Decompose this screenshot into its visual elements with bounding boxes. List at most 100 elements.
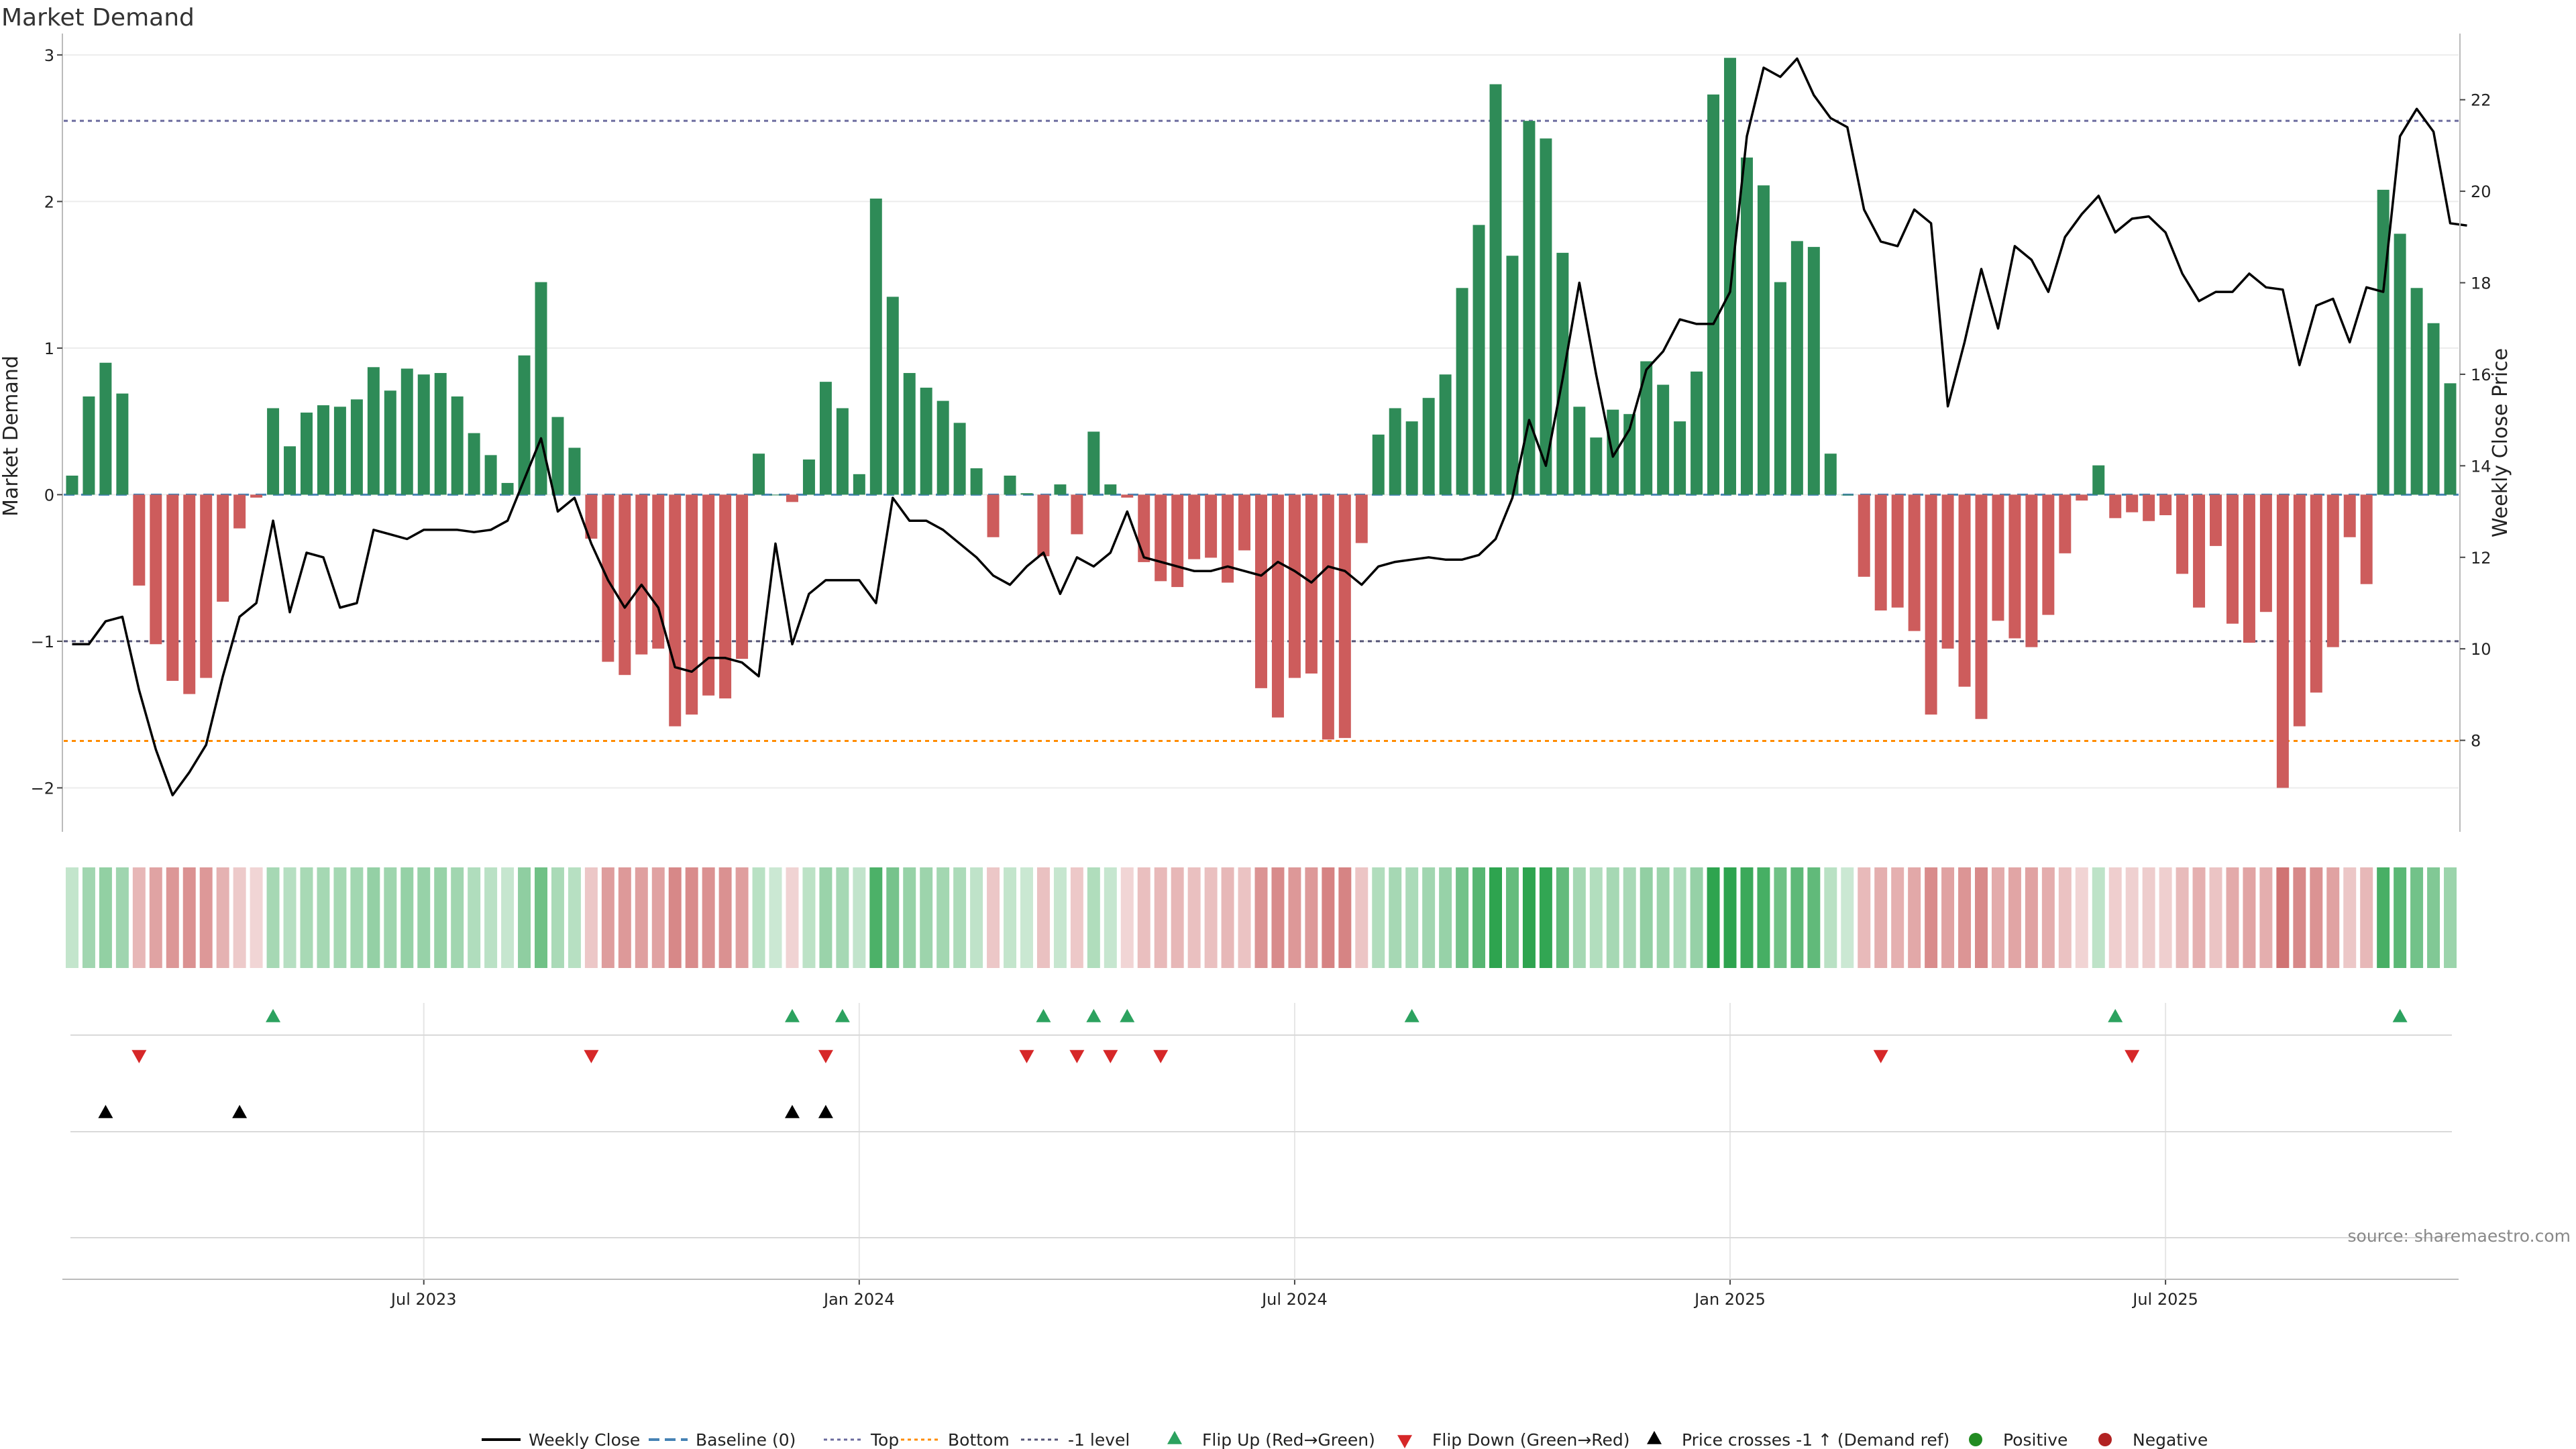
- heat-cell: [535, 867, 547, 968]
- heat-cell: [1589, 867, 1603, 968]
- legend-triangle-up: [1167, 1431, 1182, 1444]
- demand-bar: [1271, 494, 1284, 718]
- heat-cell: [702, 867, 715, 968]
- heat-cell: [1690, 867, 1703, 968]
- demand-bar: [1958, 494, 1971, 687]
- heat-cell: [65, 867, 78, 968]
- heat-cell: [1991, 867, 2004, 968]
- demand-bar: [953, 423, 966, 495]
- demand-bar: [1104, 484, 1117, 495]
- date-tick-label: Jul 2024: [1260, 1290, 1328, 1309]
- heat-cell: [1355, 867, 1368, 968]
- heat-cell: [1439, 867, 1452, 968]
- heat-cell: [685, 867, 698, 968]
- heat-cell: [1154, 867, 1167, 968]
- heat-cell: [1841, 867, 1854, 968]
- heat-cell: [1221, 867, 1234, 968]
- heat-cell: [2209, 867, 2222, 968]
- price-cross-marker: [818, 1105, 833, 1118]
- heat-cell: [1070, 867, 1083, 968]
- flip-up-marker: [835, 1009, 850, 1022]
- demand-bar: [217, 494, 229, 602]
- heat-cell: [216, 867, 229, 968]
- legend-item-2: Top: [824, 1430, 899, 1449]
- legend-label: Top: [870, 1430, 899, 1449]
- demand-bar: [2042, 494, 2055, 615]
- demand-bar: [869, 199, 882, 495]
- demand-bar: [1640, 361, 1653, 495]
- heat-cell: [1137, 867, 1150, 968]
- demand-bar: [1188, 494, 1201, 559]
- demand-bar: [2109, 494, 2122, 519]
- demand-bar: [1205, 494, 1218, 558]
- heat-cell: [501, 867, 515, 968]
- legend-triangle-up: [1647, 1431, 1662, 1444]
- heat-cell: [769, 867, 782, 968]
- heat-cell: [1774, 867, 1787, 968]
- heat-cell: [384, 867, 397, 968]
- heat-cell: [451, 867, 464, 968]
- heat-cell: [2075, 867, 2088, 968]
- demand-bar: [1807, 247, 1820, 495]
- heat-cell: [1389, 867, 1402, 968]
- heat-cell: [2008, 867, 2021, 968]
- heat-cell: [1087, 867, 1100, 968]
- demand-bar: [1222, 494, 1234, 583]
- heat-cell: [635, 867, 648, 968]
- flip-down-marker: [2125, 1050, 2140, 1063]
- demand-bar: [99, 362, 112, 495]
- heat-cell: [2142, 867, 2155, 968]
- heat-cell: [651, 867, 665, 968]
- right-axis-label: Weekly Close Price: [2489, 348, 2512, 537]
- demand-bar: [1020, 493, 1033, 495]
- heat-cell: [2108, 867, 2122, 968]
- heat-cell: [1858, 867, 1871, 968]
- heat-cell: [869, 867, 883, 968]
- left-tick-label: 0: [44, 486, 54, 504]
- source-note: source: sharemaestro.com: [2348, 1226, 2571, 1246]
- heat-cell: [1271, 867, 1285, 968]
- demand-bar: [434, 373, 447, 495]
- flip-down-marker: [584, 1050, 599, 1063]
- left-tick-label: 3: [44, 46, 54, 65]
- heat-cell: [1606, 867, 1619, 968]
- right-tick-label: 8: [2471, 732, 2481, 751]
- demand-bar: [1724, 58, 1737, 495]
- heat-cell: [1489, 867, 1502, 968]
- heat-cell: [1422, 867, 1436, 968]
- heat-cell: [1623, 867, 1636, 968]
- flip-up-marker: [1036, 1009, 1051, 1022]
- heat-cell: [1874, 867, 1888, 968]
- heat-cell: [1925, 867, 1938, 968]
- demand-bar: [350, 399, 363, 495]
- heat-cell: [266, 867, 280, 968]
- heat-cell: [2092, 867, 2105, 968]
- demand-bar: [1489, 84, 1502, 495]
- demand-bar: [2410, 288, 2423, 495]
- heat-cell: [166, 867, 179, 968]
- demand-bar: [936, 400, 949, 495]
- heat-cell: [1958, 867, 1972, 968]
- demand-bar: [1054, 484, 1067, 495]
- price-cross-marker: [784, 1105, 800, 1118]
- demand-bar: [400, 368, 413, 495]
- legend-circle: [2098, 1433, 2112, 1446]
- demand-bar: [1255, 494, 1267, 688]
- price-cross-marker: [232, 1105, 248, 1118]
- legend-circle: [1969, 1433, 1982, 1446]
- event-markers: [62, 1009, 2459, 1280]
- demand-bar: [2310, 494, 2322, 693]
- heat-cell: [735, 867, 749, 968]
- demand-bar: [1372, 434, 1385, 495]
- legend-item-5: Flip Up (Red→Green): [1167, 1430, 1375, 1449]
- heat-cell: [718, 867, 732, 968]
- demand-bar: [1908, 494, 1921, 631]
- demand-bar: [1071, 494, 1083, 535]
- flip-up-marker: [2392, 1009, 2408, 1022]
- demand-bar: [284, 446, 297, 495]
- heat-cell: [1187, 867, 1201, 968]
- heat-cell: [853, 867, 866, 968]
- demand-bar: [2193, 494, 2206, 608]
- date-tick-label: Jan 2025: [1693, 1290, 1766, 1309]
- demand-bar: [2444, 383, 2457, 495]
